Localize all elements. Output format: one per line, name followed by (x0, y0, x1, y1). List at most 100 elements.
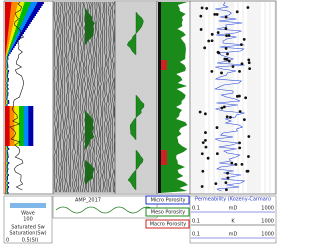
perm-dot (203, 46, 206, 49)
spectrum (24, 136, 29, 138)
spectrum (5, 22, 10, 24)
perm-dot (248, 67, 251, 70)
spectrum (24, 2, 31, 4)
spectrum (5, 36, 8, 38)
spectrum (5, 142, 10, 144)
spectrum (24, 138, 29, 140)
spectrum (24, 110, 29, 112)
spectrum (5, 10, 11, 12)
spectrum (28, 112, 33, 114)
spectrum (10, 36, 13, 38)
spectrum (20, 26, 24, 28)
label: Micro Porosity (151, 198, 186, 204)
perm-dot (238, 147, 241, 150)
spectrum (11, 10, 17, 12)
spectrum (7, 146, 8, 148)
perm-dot (204, 139, 207, 142)
spectrum (8, 102, 9, 104)
label: 100 (23, 217, 33, 223)
spectrum (10, 134, 15, 136)
spectrum (5, 40, 8, 42)
spectrum (5, 120, 10, 122)
spectrum (5, 132, 10, 134)
spectrum (5, 30, 9, 32)
spectrum (10, 38, 13, 40)
perm-dot (232, 65, 235, 68)
spectrum (5, 122, 10, 124)
spectrum (13, 22, 18, 24)
spectrum (8, 72, 9, 74)
spectrum (11, 6, 17, 8)
perm-dot (220, 107, 223, 110)
perm-dot (204, 131, 207, 134)
spectrum (19, 132, 24, 134)
perm-dot (217, 31, 220, 34)
perm-dot (204, 112, 207, 115)
spectrum (5, 44, 7, 46)
spectrum (12, 30, 16, 32)
spectrum (5, 38, 8, 40)
spectrum (7, 38, 10, 40)
spectrum (9, 52, 10, 54)
spectrum (7, 44, 9, 46)
perm-dot (228, 60, 231, 63)
spectrum (9, 40, 12, 42)
label: Saturation(Sw) (9, 231, 46, 237)
spectrum (8, 66, 9, 68)
spectrum (11, 2, 18, 4)
spectrum (21, 32, 24, 34)
perm-dot (238, 141, 241, 144)
spectrum (10, 132, 15, 134)
spectrum (17, 34, 20, 36)
spectrum (7, 180, 8, 182)
spectrum (8, 88, 9, 90)
spectrum (18, 22, 23, 24)
spectrum (11, 32, 14, 34)
color-swatch (10, 203, 46, 208)
spectrum (27, 10, 33, 12)
spectrum (29, 6, 35, 8)
perm-dot (216, 152, 219, 155)
spectrum (28, 116, 33, 118)
spectrum (5, 128, 10, 130)
spectrum (14, 138, 19, 140)
spectrum (11, 50, 12, 52)
spectrum (7, 94, 8, 96)
page: {"header": {"track1": ["Wave", "100", "S… (0, 0, 320, 245)
perm-dot (201, 170, 204, 173)
perm-dot (247, 155, 250, 158)
spectrum (24, 142, 29, 144)
spectrum (7, 68, 8, 70)
spectrum (5, 26, 9, 28)
spectrum (19, 118, 24, 120)
spectrum (14, 110, 19, 112)
spectrum (33, 10, 39, 12)
spectrum (18, 20, 23, 22)
spectrum (5, 136, 10, 138)
perm-dot (211, 39, 214, 42)
perm-dot (201, 185, 204, 188)
spectrum (35, 6, 41, 8)
perm-dot (207, 40, 210, 43)
spectrum (5, 144, 10, 146)
spectrum (8, 36, 11, 38)
spectrum (24, 140, 29, 142)
spectrum (28, 120, 33, 122)
spectrum (28, 142, 33, 144)
spectrum (26, 22, 31, 24)
spectrum (12, 28, 16, 30)
spectrum (19, 136, 24, 138)
spectrum (28, 124, 33, 126)
spectrum (9, 28, 13, 30)
perm-dot (210, 70, 213, 73)
spectrum (7, 164, 8, 166)
perm-dot (202, 141, 205, 144)
spectrum (10, 44, 12, 46)
spectrum (21, 12, 27, 14)
spectrum (7, 62, 8, 64)
spectrum (24, 128, 29, 130)
spectrum (7, 98, 8, 100)
spectrum (10, 14, 15, 16)
spectrum (13, 42, 15, 44)
spectrum (16, 36, 19, 38)
